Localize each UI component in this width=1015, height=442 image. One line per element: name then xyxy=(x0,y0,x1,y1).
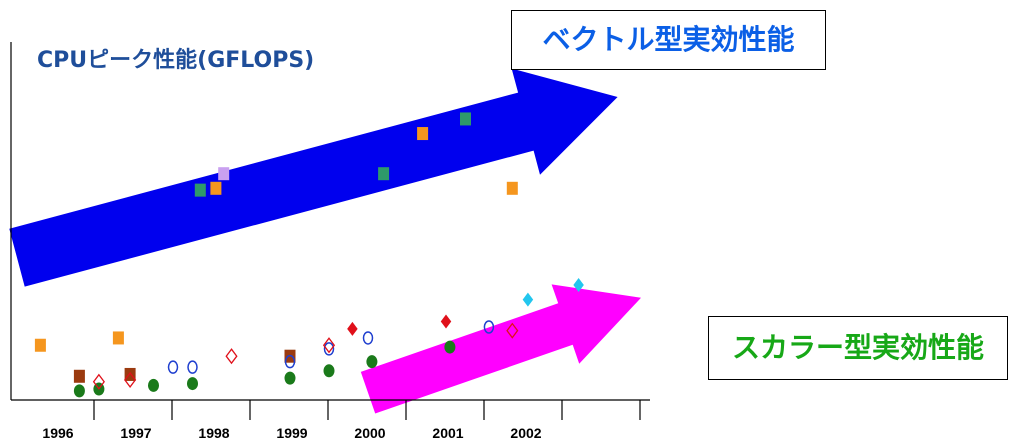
data-point-square xyxy=(112,331,124,345)
scalar-trend-arrow xyxy=(360,284,641,414)
data-point-square xyxy=(460,112,471,126)
data-point-square xyxy=(218,167,230,181)
data-point-diamond-open xyxy=(124,371,137,389)
data-point-ring xyxy=(323,342,335,356)
x-tick-labels: 1996 1997 1998 1999 2000 2001 2002 xyxy=(42,425,541,441)
x-tick-label: 1999 xyxy=(276,425,307,441)
chart-title: CPUピーク性能(GFLOPS) xyxy=(37,48,315,73)
data-point-square xyxy=(124,367,136,381)
scalar-performance-label: スカラー型実効性能 xyxy=(708,316,1008,380)
data-point-square xyxy=(417,127,429,141)
axes xyxy=(10,42,650,420)
data-point-square xyxy=(210,181,222,195)
x-tick-label: 1998 xyxy=(198,425,229,441)
data-point-circle xyxy=(73,384,85,398)
x-tick-label: 2001 xyxy=(432,425,463,441)
data-point-diamond xyxy=(347,321,358,336)
data-point-ring xyxy=(187,360,198,374)
data-point-diamond-open xyxy=(225,348,238,365)
data-point-ring xyxy=(167,360,179,374)
data-point-square xyxy=(506,181,518,195)
data-point-diamond xyxy=(440,314,452,329)
x-tick-label: 1996 xyxy=(42,425,73,441)
data-point-diamond xyxy=(522,292,534,307)
vector-performance-label: ベクトル型実効性能 xyxy=(511,10,826,70)
x-tick-label: 2002 xyxy=(510,425,541,441)
data-point-diamond-open xyxy=(92,373,105,390)
data-point-square xyxy=(34,338,46,352)
x-tick-label: 2000 xyxy=(354,425,385,441)
data-point-circle xyxy=(366,355,378,369)
vector-trend-arrow xyxy=(9,68,618,287)
data-point-ring xyxy=(284,354,296,369)
data-point-circle xyxy=(284,371,296,385)
data-point-circle xyxy=(187,377,198,391)
data-point-square xyxy=(194,183,206,197)
data-point-circle xyxy=(323,364,335,378)
data-point-diamond-open xyxy=(506,322,519,339)
data-point-circle xyxy=(148,378,159,392)
trend-arrows xyxy=(9,68,641,414)
data-point-diamond xyxy=(573,278,584,293)
data-point-square xyxy=(73,369,85,383)
data-point-diamond-open xyxy=(322,337,336,354)
data-point-square xyxy=(378,167,390,181)
data-point-ring xyxy=(362,331,374,345)
data-markers xyxy=(34,112,584,398)
data-point-ring xyxy=(483,320,495,334)
x-tick-label: 1997 xyxy=(120,425,151,441)
data-point-circle xyxy=(444,340,456,354)
